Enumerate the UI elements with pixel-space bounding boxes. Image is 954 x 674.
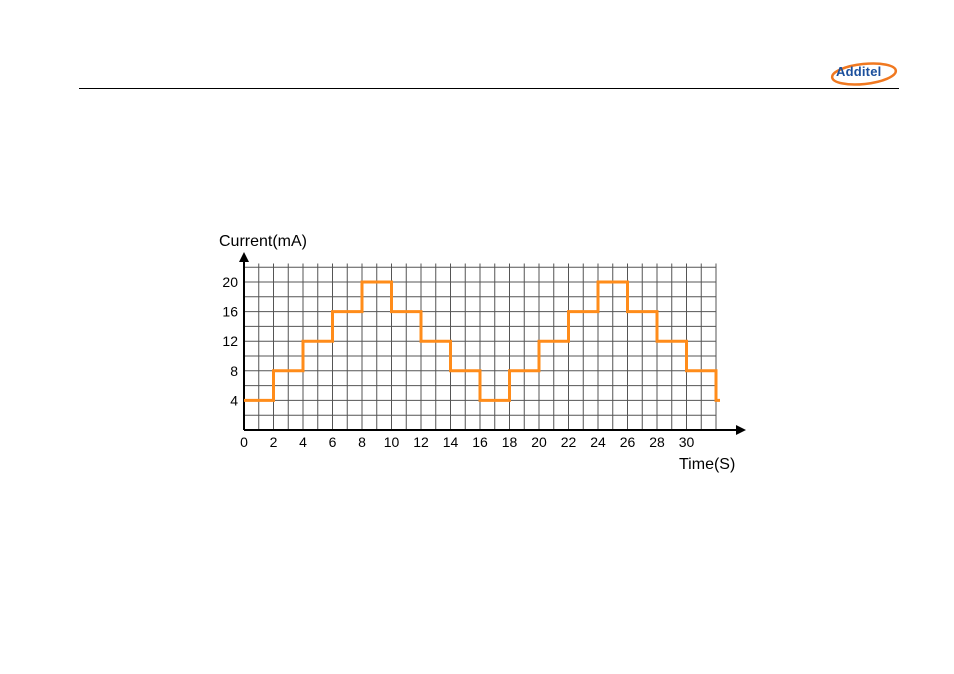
x-tick-label: 12 [413,434,429,450]
x-tick-label: 18 [502,434,518,450]
x-tick-label: 6 [329,434,337,450]
additel-logo: Additel [830,60,900,90]
x-tick-label: 24 [590,434,606,450]
chart-grid [244,263,717,430]
x-tick-label: 28 [649,434,665,450]
x-tick-label: 26 [620,434,636,450]
y-tick-label: 4 [230,392,238,408]
logo-swoosh-icon [830,62,898,86]
y-tick-label: 16 [222,304,238,320]
logo-text: Additel [836,64,882,79]
series-step-line [244,280,720,402]
header-divider [79,88,899,89]
x-tick-label: 16 [472,434,488,450]
y-axis-label: Current(mA) [219,233,307,250]
x-tick-label: 4 [299,434,307,450]
x-axis-label: Time(S) [679,456,735,473]
x-tick-label: 0 [240,434,248,450]
x-tick-labels: 0 2 4 6 8 10 12 14 16 18 20 22 24 26 28 30 [240,434,694,450]
x-tick-label: 22 [561,434,577,450]
x-tick-label: 14 [443,434,459,450]
y-tick-label: 8 [230,363,238,379]
x-tick-label: 20 [531,434,547,450]
chart-series [244,280,720,402]
x-tick-label: 10 [384,434,400,450]
x-tick-label: 2 [270,434,278,450]
x-tick-label: 30 [679,434,695,450]
y-tick-labels: 4 8 12 16 20 [222,274,238,408]
y-tick-label: 12 [222,333,238,349]
x-tick-label: 8 [358,434,366,450]
y-tick-label: 20 [222,274,238,290]
